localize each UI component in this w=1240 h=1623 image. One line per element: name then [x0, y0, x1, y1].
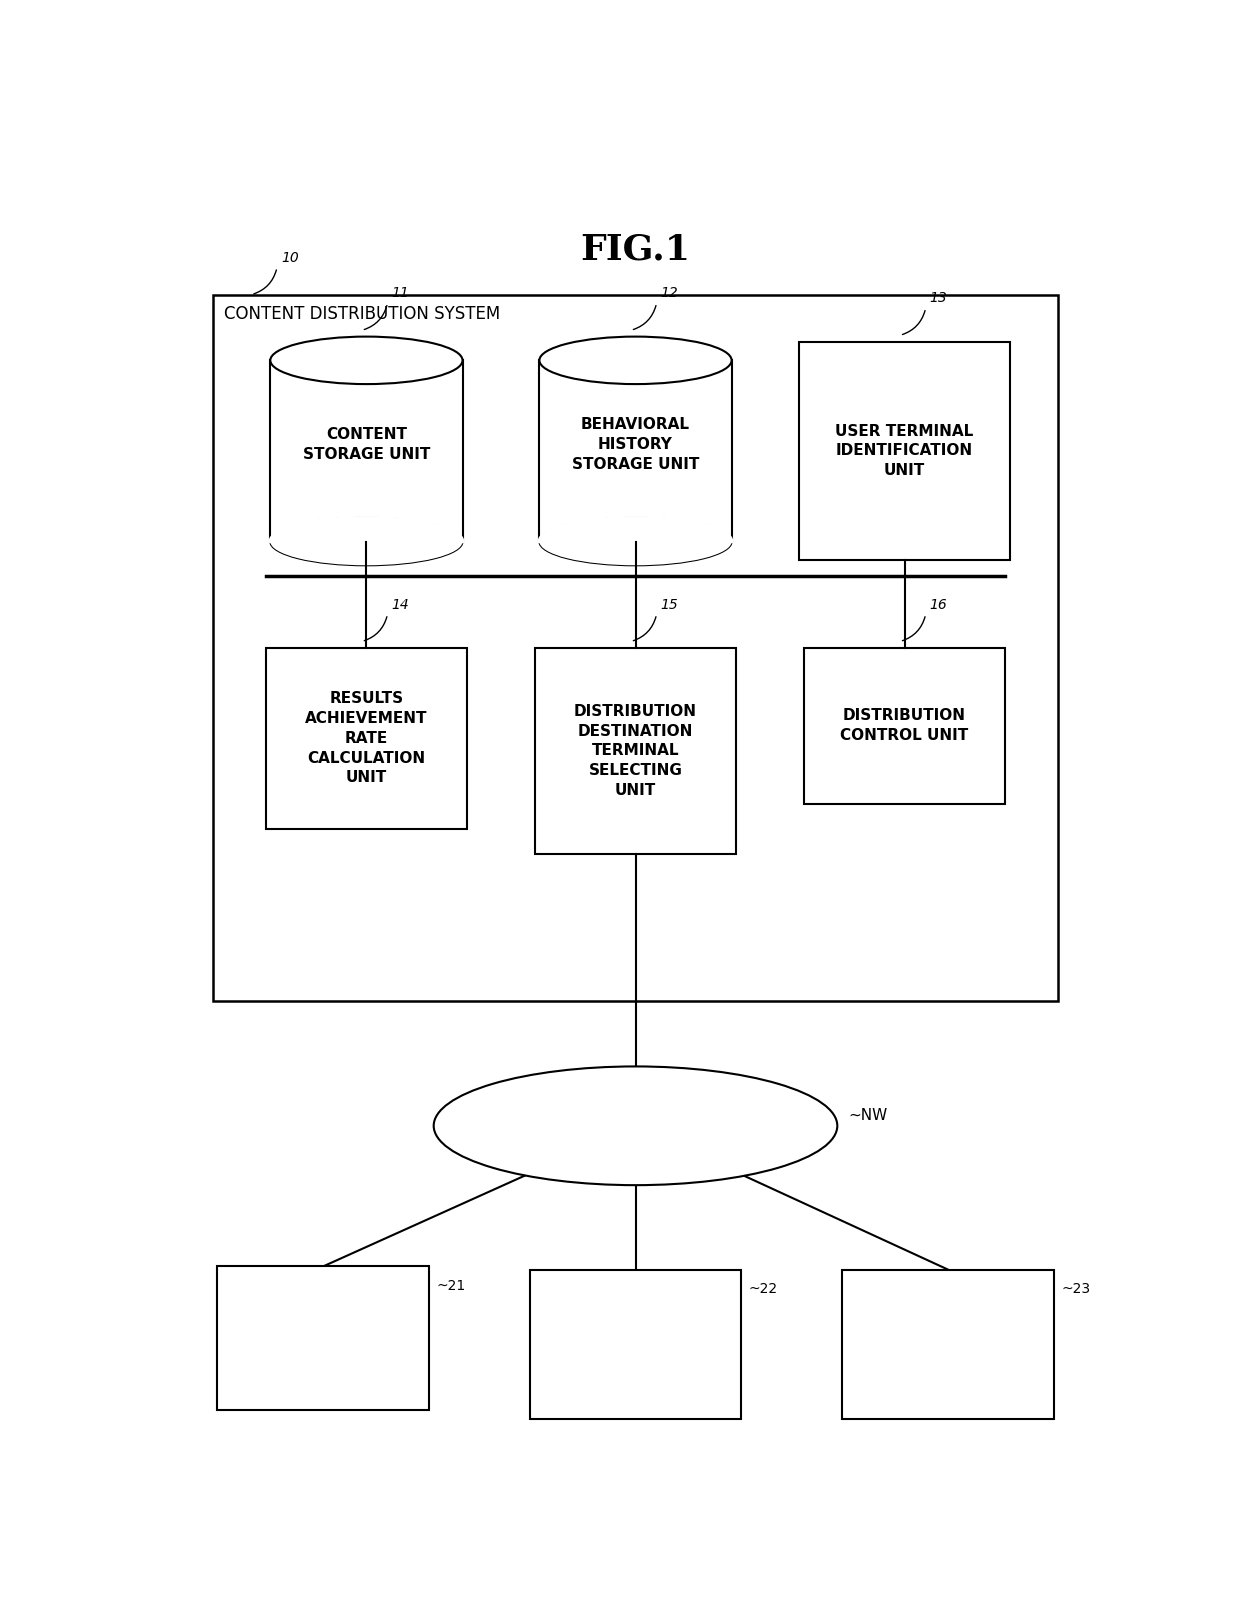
Text: 12: 12 — [661, 286, 678, 300]
Ellipse shape — [539, 518, 732, 565]
Text: DISTRIBUTION
CONTROL UNIT: DISTRIBUTION CONTROL UNIT — [841, 709, 968, 743]
Ellipse shape — [270, 518, 463, 565]
Text: BEHAVIORAL
HISTORY
STORAGE UNIT: BEHAVIORAL HISTORY STORAGE UNIT — [572, 417, 699, 472]
FancyBboxPatch shape — [799, 341, 1011, 560]
Text: COMMUNICATION NETWORK: COMMUNICATION NETWORK — [508, 1118, 763, 1133]
Ellipse shape — [270, 336, 463, 385]
Text: USER
TERMINAL
(SMARTPHONE): USER TERMINAL (SMARTPHONE) — [882, 1318, 1014, 1371]
Text: ~23: ~23 — [1061, 1282, 1090, 1297]
Text: 15: 15 — [661, 597, 678, 612]
FancyBboxPatch shape — [217, 1266, 429, 1410]
Text: 14: 14 — [392, 597, 409, 612]
Text: ~22: ~22 — [749, 1282, 777, 1297]
Text: USER
TERMINAL (PC): USER TERMINAL (PC) — [259, 1321, 388, 1355]
Ellipse shape — [539, 518, 732, 565]
Text: CONTENT DISTRIBUTION SYSTEM: CONTENT DISTRIBUTION SYSTEM — [224, 305, 501, 323]
Text: ~21: ~21 — [436, 1279, 466, 1294]
FancyBboxPatch shape — [842, 1269, 1054, 1420]
Text: ~NW: ~NW — [849, 1109, 888, 1123]
FancyBboxPatch shape — [804, 648, 1006, 803]
Text: CONTENT
STORAGE UNIT: CONTENT STORAGE UNIT — [303, 427, 430, 463]
Text: DISTRIBUTION
DESTINATION
TERMINAL
SELECTING
UNIT: DISTRIBUTION DESTINATION TERMINAL SELECT… — [574, 704, 697, 799]
FancyBboxPatch shape — [529, 1269, 742, 1420]
Text: 13: 13 — [930, 292, 947, 305]
Text: 16: 16 — [930, 597, 947, 612]
Text: RESULTS
ACHIEVEMENT
RATE
CALCULATION
UNIT: RESULTS ACHIEVEMENT RATE CALCULATION UNI… — [305, 691, 428, 786]
FancyBboxPatch shape — [534, 648, 737, 854]
Text: FIG.1: FIG.1 — [580, 232, 691, 266]
Ellipse shape — [434, 1066, 837, 1185]
Text: USER
TERMINAL
(TABLET): USER TERMINAL (TABLET) — [591, 1318, 680, 1371]
Text: 11: 11 — [392, 286, 409, 300]
Text: USER TERMINAL
IDENTIFICATION
UNIT: USER TERMINAL IDENTIFICATION UNIT — [836, 424, 973, 479]
Ellipse shape — [270, 518, 463, 565]
Ellipse shape — [539, 336, 732, 385]
Text: 10: 10 — [281, 250, 299, 265]
FancyBboxPatch shape — [213, 295, 1058, 1001]
FancyBboxPatch shape — [265, 648, 467, 829]
